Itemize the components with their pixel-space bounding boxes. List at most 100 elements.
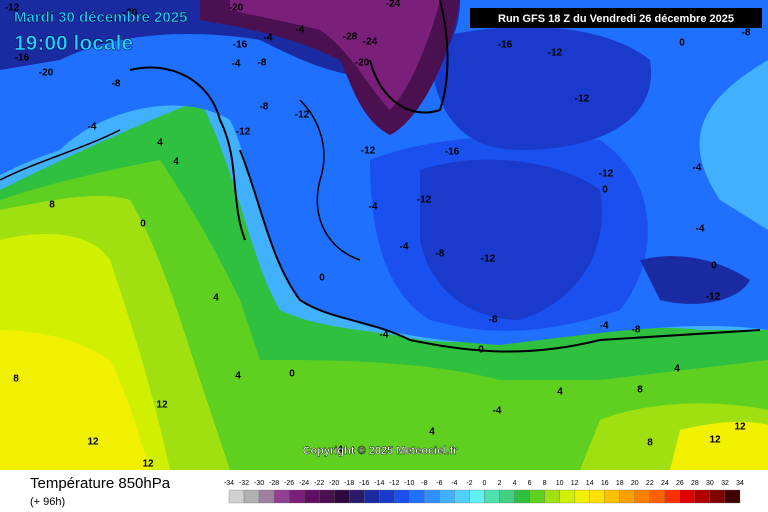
contour-label: -16 bbox=[498, 40, 513, 51]
time: 19:00 locale bbox=[14, 32, 133, 55]
contour-label: 12 bbox=[734, 422, 746, 433]
copyright: Copyright © 2025 Meteociel.fr bbox=[303, 445, 459, 457]
legend-swatch bbox=[424, 489, 440, 504]
contour-label: -4 bbox=[264, 33, 273, 44]
contour-label: -8 bbox=[436, 249, 445, 260]
legend-tick: 14 bbox=[586, 480, 594, 487]
legend-tick: 22 bbox=[646, 480, 654, 487]
contour-label: -4 bbox=[88, 122, 97, 133]
contour-label: -8 bbox=[112, 79, 121, 90]
contour-label: -4 bbox=[696, 224, 705, 235]
legend-tick: -16 bbox=[359, 480, 369, 487]
contour-label: -12 bbox=[481, 254, 496, 265]
contour-label: -12 bbox=[548, 48, 563, 59]
contour-label: -16 bbox=[15, 53, 30, 64]
contour-label: -12 bbox=[361, 146, 376, 157]
contour-label: 0 bbox=[140, 219, 146, 230]
legend-tick: -2 bbox=[466, 480, 472, 487]
map bbox=[0, 0, 768, 471]
legend-swatch bbox=[319, 489, 335, 504]
legend-tick: -34 bbox=[224, 480, 234, 487]
contour-label: -12 bbox=[295, 110, 310, 121]
contour-label: -16 bbox=[445, 147, 460, 158]
legend-swatch bbox=[243, 489, 260, 504]
legend-swatch bbox=[288, 489, 305, 504]
legend-tick: 18 bbox=[616, 480, 624, 487]
legend-swatch bbox=[364, 489, 380, 504]
contour-label: 4 bbox=[213, 293, 219, 304]
legend-tick: -24 bbox=[299, 480, 309, 487]
contour-label: 8 bbox=[647, 438, 653, 449]
legend-tick: -26 bbox=[284, 480, 294, 487]
legend-tick: 6 bbox=[528, 480, 532, 487]
colorbar: -34 -32 -30 -28 -26 -24 -22 -20 -18 -16 -14 -12 -10-… bbox=[224, 480, 744, 504]
legend-swatch bbox=[529, 489, 545, 504]
legend-tick: -10 bbox=[404, 480, 414, 487]
contour-label: -4 bbox=[400, 242, 409, 253]
legend-swatch bbox=[619, 489, 635, 504]
run: Run GFS 18 Z du Vendredi 26 décembre 202… bbox=[498, 13, 734, 25]
contour-label: 0 bbox=[289, 369, 295, 380]
contour-label: 8 bbox=[49, 200, 55, 211]
contour-label: -4 bbox=[296, 25, 305, 36]
contour-label: -8 bbox=[258, 58, 267, 69]
legend-tick: -20 bbox=[329, 480, 339, 487]
contour-label: -4 bbox=[693, 163, 702, 174]
legend-tick: -28 bbox=[269, 480, 279, 487]
legend-swatch bbox=[484, 489, 500, 504]
contour-label: -12 bbox=[236, 127, 251, 138]
contour-label: -20 bbox=[123, 8, 138, 19]
legend-tick: -6 bbox=[436, 480, 442, 487]
run-box bbox=[470, 8, 762, 28]
contour-label: -8 bbox=[260, 102, 269, 113]
legend-tick: -18 bbox=[344, 480, 354, 487]
legend-swatch bbox=[664, 489, 681, 504]
contour-label: 4 bbox=[173, 157, 179, 168]
contour-label: -28 bbox=[343, 32, 358, 43]
contour-label: 0 bbox=[478, 345, 484, 356]
contour-label: -20 bbox=[39, 68, 54, 79]
legend-tick: 24 bbox=[661, 480, 669, 487]
legend-swatch bbox=[634, 489, 650, 504]
legend-tick: 20 bbox=[631, 480, 639, 487]
contour-label: -12 bbox=[5, 3, 20, 14]
legend-swatch bbox=[379, 489, 395, 504]
legend-tick: 28 bbox=[691, 480, 699, 487]
legend-tick: -4 bbox=[451, 480, 457, 487]
contour-label: 4 bbox=[235, 371, 241, 382]
legend-tick: 2 bbox=[498, 480, 502, 487]
legend-tick: 8 bbox=[543, 480, 547, 487]
contour-label: -8 bbox=[742, 28, 751, 39]
contour-label: 12 bbox=[87, 437, 99, 448]
contour-label: 12 bbox=[709, 435, 721, 446]
contour-label: -8 bbox=[632, 325, 641, 336]
contour-label: -12 bbox=[575, 94, 590, 105]
legend-title: Température 850hPa bbox=[30, 475, 171, 492]
legend-swatch bbox=[574, 489, 590, 504]
contour-label: -16 bbox=[233, 40, 248, 51]
contour-label: -12 bbox=[599, 169, 614, 180]
legend-tick: 4 bbox=[513, 480, 517, 487]
legend-tick: -14 bbox=[374, 480, 384, 487]
contour-label: 8 bbox=[637, 385, 643, 396]
legend-swatch bbox=[454, 489, 470, 504]
legend-swatch bbox=[694, 489, 711, 504]
contour-label: -4 bbox=[600, 321, 609, 332]
legend-tick: -32 bbox=[239, 480, 249, 487]
contour-labels: -12 -16 -20 -20 -20 -16 -4 -4 -28 -24 -24 -20 -16 -12… bbox=[5, 0, 751, 470]
legend-tick: 16 bbox=[601, 480, 609, 487]
date: Mardi 30 décembre 2025 bbox=[14, 9, 187, 26]
legend-swatch bbox=[559, 489, 575, 504]
contour-label: 4 bbox=[157, 138, 163, 149]
legend-swatch bbox=[258, 489, 275, 504]
contour-label: -20 bbox=[355, 58, 370, 69]
contour-label: 4 bbox=[557, 387, 563, 398]
contour-label: 0 bbox=[602, 185, 608, 196]
legend-tick: 0 bbox=[483, 480, 487, 487]
legend-swatch bbox=[228, 489, 245, 504]
legend-swatch bbox=[469, 489, 485, 504]
contour-label: 0 bbox=[319, 273, 325, 284]
legend-tick: -8 bbox=[421, 480, 427, 487]
contour-label: 0 bbox=[679, 38, 685, 49]
